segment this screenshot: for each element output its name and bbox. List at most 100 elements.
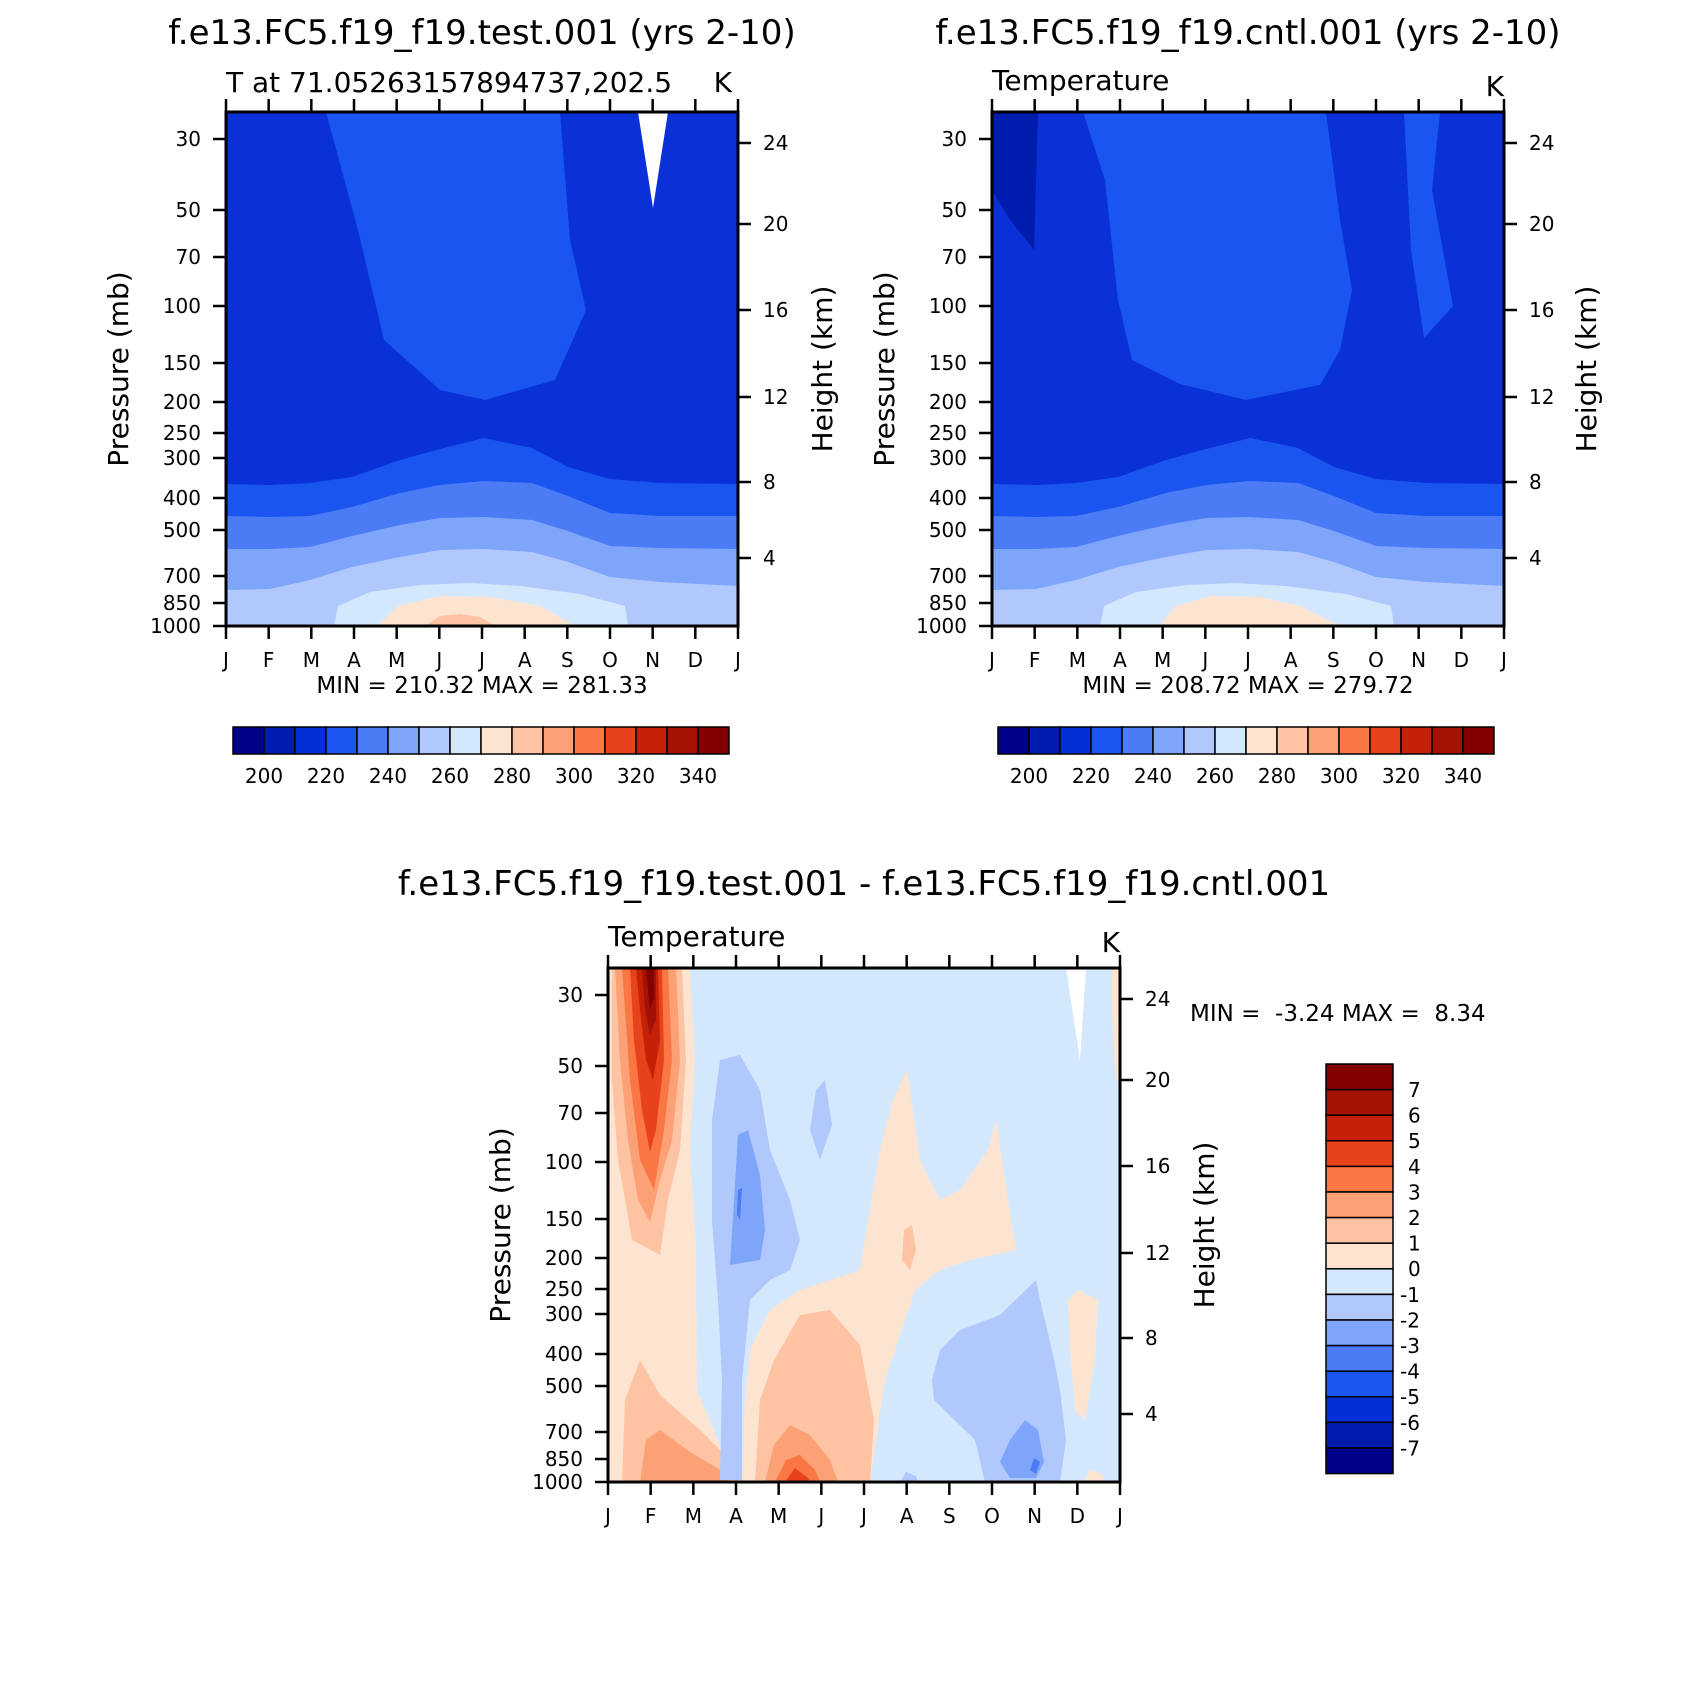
pressure-label: 500: [163, 518, 201, 542]
colorbar-box: [1245, 726, 1278, 755]
height-labels-diff: 24 20 16 12 8 4: [1145, 987, 1170, 1426]
contour-level-7: [1160, 596, 1340, 626]
height-label: 16: [1145, 1154, 1170, 1178]
month-label: O: [1368, 648, 1384, 672]
colorbar-box: [1325, 1370, 1394, 1398]
colorbar-box: [1325, 1114, 1394, 1142]
diff-pos-jan: [1112, 968, 1120, 1100]
height-label: 4: [1529, 546, 1542, 570]
colorbar-box: [356, 726, 389, 755]
contour-darkest: [992, 112, 1038, 250]
ylabel-left-test: Pressure (mb): [102, 271, 135, 466]
ylabel-left-diff: Pressure (mb): [484, 1127, 517, 1322]
colorbar-label: 300: [555, 764, 593, 788]
height-label: 8: [763, 470, 776, 494]
panel-diff-subtitle: Temperature: [607, 920, 785, 953]
height-label: 24: [763, 131, 788, 155]
colorbar-label: 240: [369, 764, 407, 788]
height-label: 20: [1145, 1068, 1170, 1092]
month-label: J: [477, 648, 485, 672]
colorbar-label: 320: [617, 764, 655, 788]
month-ticks-cntl: [990, 99, 1506, 639]
colorbar-test: 200 220 240 260 280 300 320 340: [232, 726, 730, 788]
pressure-label: 150: [545, 1207, 583, 1231]
colorbar-label: 220: [307, 764, 345, 788]
pressure-label: 1000: [150, 614, 201, 638]
month-label: J: [733, 648, 741, 672]
colorbar-box: [1183, 726, 1216, 755]
colorbar-label: 5: [1408, 1129, 1421, 1153]
colorbar-box: [511, 726, 544, 755]
month-label: A: [347, 648, 361, 672]
pressure-ticks-diff: [595, 993, 608, 1484]
colorbar-box: [1325, 1396, 1394, 1424]
month-labels-cntl: J F M A M J J A S O N D J: [987, 648, 1507, 672]
height-label: 20: [763, 212, 788, 236]
pressure-label: 850: [545, 1447, 583, 1471]
colorbar-label: 300: [1320, 764, 1358, 788]
pressure-label: 400: [163, 486, 201, 510]
colorbar-boxes-diff: [1325, 1063, 1394, 1475]
month-ticks-test: [224, 99, 740, 639]
contour-level-1b: [1404, 112, 1453, 338]
panel-cntl-title: f.e13.FC5.f19_f19.cntl.001 (yrs 2-10): [935, 13, 1560, 53]
month-label: A: [729, 1504, 743, 1528]
month-label: M: [303, 648, 320, 672]
panel-test-title: f.e13.FC5.f19_f19.test.001 (yrs 2-10): [168, 13, 795, 53]
colorbar-label: 0: [1408, 1257, 1421, 1281]
plot-area-cntl: [992, 112, 1504, 626]
colorbar-box: [1325, 1447, 1394, 1475]
colorbar-box: [1325, 1242, 1394, 1270]
diff-neg-small: [810, 1080, 832, 1160]
ylabel-right-cntl: Height (km): [1570, 286, 1603, 453]
colorbar-box: [325, 726, 358, 755]
pressure-label: 700: [929, 564, 967, 588]
height-label: 20: [1529, 212, 1554, 236]
colorbar-label: -1: [1400, 1283, 1420, 1307]
colorbar-box: [1431, 726, 1464, 755]
panel-cntl: f.e13.FC5.f19_f19.cntl.001 (yrs 2-10) Te…: [868, 13, 1603, 788]
month-labels-diff: J F M A M J J A S O N D J: [603, 1504, 1123, 1528]
pressure-label: 200: [163, 390, 201, 414]
colorbar-label: 7: [1408, 1078, 1421, 1102]
month-label: A: [518, 648, 532, 672]
plot-area-test: [226, 112, 738, 626]
colorbar-box: [294, 726, 327, 755]
colorbar-label: 3: [1408, 1180, 1421, 1204]
colorbar-label: 320: [1382, 764, 1420, 788]
colorbar-box: [1369, 726, 1402, 755]
colorbar-box: [1307, 726, 1340, 755]
pressure-label: 400: [929, 486, 967, 510]
colorbar-label: 340: [1444, 764, 1482, 788]
height-label: 16: [763, 298, 788, 322]
panel-test-units: K: [714, 66, 733, 99]
colorbar-label: 340: [679, 764, 717, 788]
pressure-labels-cntl: 30 50 70 100 150 200 250 300 400 500 700…: [916, 127, 967, 638]
colorbar-box: [1028, 726, 1061, 755]
pressure-label: 850: [163, 591, 201, 615]
height-label: 12: [1529, 385, 1554, 409]
colorbar-box: [1276, 726, 1309, 755]
month-label: O: [984, 1504, 1000, 1528]
height-label: 24: [1145, 987, 1170, 1011]
colorbar-box: [573, 726, 606, 755]
contour-level-1: [326, 112, 586, 400]
colorbar-label: 4: [1408, 1155, 1421, 1179]
diff-pos-low-4: [775, 1455, 820, 1482]
diff-neg-low-small: [900, 1472, 918, 1482]
colorbar-label: 260: [1196, 764, 1234, 788]
plot-area-diff: [608, 968, 1120, 1482]
month-label: S: [1327, 648, 1340, 672]
month-label: N: [1411, 648, 1426, 672]
pressure-label: 700: [163, 564, 201, 588]
colorbar-label: 200: [1010, 764, 1048, 788]
month-label: M: [1154, 648, 1171, 672]
colorbar-box: [1325, 1191, 1394, 1219]
month-label: J: [1243, 648, 1251, 672]
colorbar-box: [1325, 1268, 1394, 1296]
pressure-label: 700: [545, 1420, 583, 1444]
month-label: J: [603, 1504, 611, 1528]
colorbar-label: -4: [1400, 1360, 1420, 1384]
month-label: J: [1499, 648, 1507, 672]
